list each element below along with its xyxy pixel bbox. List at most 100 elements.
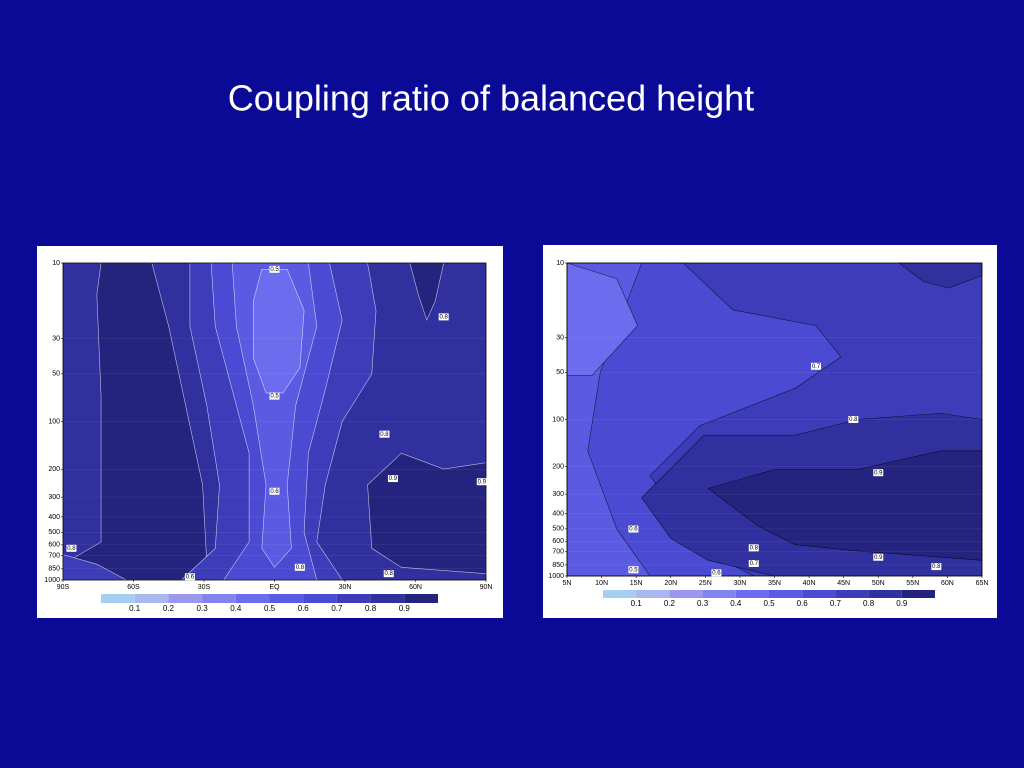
contour-label: 0.7 [812, 364, 821, 370]
colorbar-box [702, 590, 736, 598]
colorbar-label: 0.9 [896, 599, 908, 608]
y-tick-label: 700 [48, 552, 60, 559]
x-tick-label: 50N [872, 580, 885, 587]
contour-label-box [294, 563, 305, 571]
x-tick-label: 65N [976, 580, 989, 587]
x-tick-label: 5N [563, 580, 572, 587]
contour-label: 0.8 [440, 314, 449, 320]
contour-label: 0.5 [629, 567, 638, 573]
colorbar-box [336, 594, 371, 603]
colorbar-label: 0.9 [399, 604, 411, 613]
contour-region [253, 269, 305, 394]
contour-label: 0.8 [385, 571, 394, 577]
x-tick-label: 20N [664, 580, 677, 587]
colorbar-box [404, 594, 438, 603]
colorbar-label: 0.8 [365, 604, 377, 613]
colorbar-box [202, 594, 236, 603]
colorbar-label: 0.1 [631, 599, 643, 608]
colorbar-label: 0.2 [163, 604, 175, 613]
y-tick-label: 400 [48, 514, 60, 521]
x-tick-label: EQ [269, 584, 280, 591]
contour-label-box [269, 487, 280, 495]
contour-label-box [848, 416, 859, 423]
contour-label-box [438, 313, 449, 321]
contour-label-box [383, 570, 394, 578]
x-tick-label: 30N [339, 584, 352, 591]
contour-label: 0.6 [712, 570, 721, 576]
contour-label-box [379, 430, 390, 438]
contour-label-box [269, 392, 280, 400]
contour-label-box [628, 566, 639, 574]
y-tick-label: 300 [552, 491, 564, 498]
colorbar-box [269, 594, 304, 603]
y-tick-label: 850 [48, 566, 60, 573]
colorbar-label: 0.5 [264, 604, 276, 613]
contour-label: 0.6 [270, 489, 279, 495]
y-tick-label: 50 [556, 369, 564, 376]
colorbar-box [303, 594, 337, 603]
contour-label-box [184, 573, 195, 581]
contour-label-box [748, 559, 759, 567]
colorbar-label: 0.5 [763, 599, 775, 608]
slide-title: Coupling ratio of balanced height [228, 78, 754, 119]
colorbar-box [235, 594, 270, 603]
x-tick-label: 30N [733, 580, 746, 587]
colorbar-label: 0.8 [863, 599, 875, 608]
plot-frame [62, 262, 487, 581]
y-tick-label: 50 [52, 371, 60, 378]
y-tick-label: 600 [48, 542, 60, 549]
y-tick-label: 30 [52, 335, 60, 342]
contour-label: 0.7 [750, 561, 759, 567]
contour-label: 0.8 [296, 565, 305, 571]
contour-label-box [476, 478, 487, 486]
x-tick-label: 60N [941, 580, 954, 587]
contour-label-box [748, 544, 759, 552]
contour-label: 0.8 [67, 546, 76, 552]
y-tick-label: 30 [556, 335, 564, 342]
contour-label: 0.9 [478, 479, 487, 485]
colorbar-box [901, 590, 935, 598]
colorbar-label: 0.6 [797, 599, 809, 608]
plot-frame [566, 262, 983, 577]
colorbar-box [769, 590, 803, 598]
y-tick-label: 10 [52, 260, 60, 267]
contour-label-box [931, 563, 942, 571]
x-tick-label: 30S [198, 584, 211, 591]
y-tick-label: 400 [552, 511, 564, 518]
contour-label: 0.9 [389, 476, 398, 482]
y-tick-label: 100 [48, 418, 60, 425]
colorbar-label: 0.2 [664, 599, 676, 608]
y-tick-label: 300 [48, 494, 60, 501]
colorbar-box [101, 594, 135, 603]
colorbar-label: 0.3 [697, 599, 709, 608]
contour-label-box [873, 469, 884, 477]
colorbar-box [735, 590, 769, 598]
y-tick-label: 850 [552, 562, 564, 569]
y-tick-label: 700 [552, 549, 564, 556]
x-tick-label: 45N [837, 580, 850, 587]
contour-label: 0.8 [932, 564, 941, 570]
contour-label: 0.9 [874, 555, 883, 561]
y-tick-label: 10 [556, 260, 564, 267]
contour-label: 0.8 [750, 545, 759, 551]
colorbar-box [603, 590, 637, 598]
contour-label: 0.6 [186, 574, 195, 580]
x-tick-label: 60S [127, 584, 140, 591]
y-tick-label: 500 [552, 526, 564, 533]
colorbar-label: 0.7 [331, 604, 343, 613]
x-tick-label: 10N [595, 580, 608, 587]
y-tick-label: 100 [552, 416, 564, 423]
x-tick-label: 35N [768, 580, 781, 587]
contour-label: 0.5 [270, 267, 279, 273]
colorbar-box [802, 590, 836, 598]
contour-label: 0.8 [849, 417, 858, 423]
contour-label-box [269, 265, 280, 273]
x-tick-label: 60N [409, 584, 422, 591]
contour-label: 0.5 [270, 394, 279, 400]
y-tick-label: 500 [48, 529, 60, 536]
x-tick-label: 15N [630, 580, 643, 587]
x-tick-label: 90S [57, 584, 70, 591]
y-tick-label: 200 [552, 463, 564, 470]
